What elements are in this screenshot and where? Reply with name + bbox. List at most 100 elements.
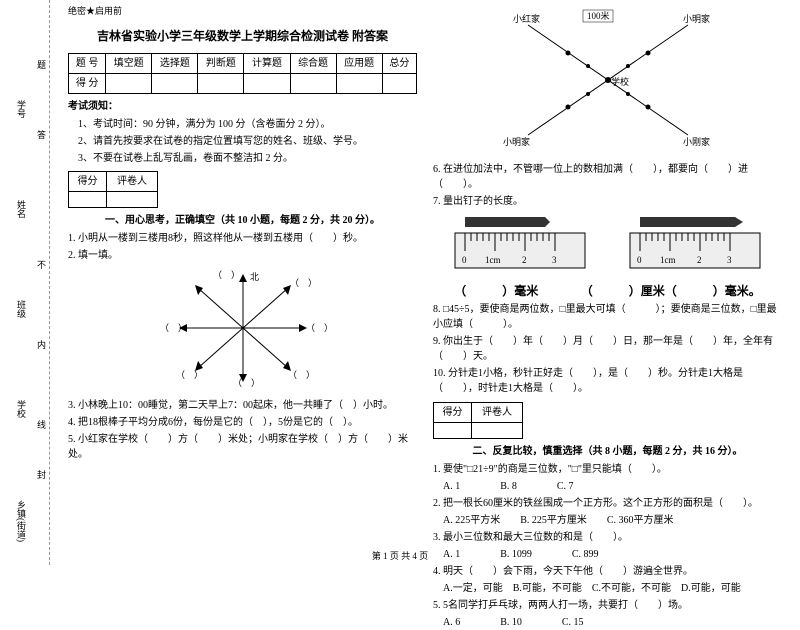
margin-town: 乡镇(街道) (15, 500, 28, 542)
th-choice: 选择题 (152, 53, 198, 73)
margin-school: 学校 (15, 400, 28, 418)
seal-char-3: 内 (35, 340, 48, 349)
s2q1a: A. 1 B. 8 C. 7 (433, 479, 782, 494)
compass-p5: （ ） (176, 370, 203, 380)
compass-n: 北 (250, 272, 259, 282)
q2: 2. 填一填。 (68, 248, 417, 263)
rm3: 3 (552, 255, 557, 265)
cell (382, 73, 416, 93)
cell (244, 73, 290, 93)
compass-p3: （ ） (160, 323, 187, 333)
q10: 10. 分针走1小格，秒针正好走（ ），是（ ）秒。分针走1大格是（ ），时针走… (433, 366, 782, 396)
th-comp: 综合题 (290, 53, 336, 73)
grader-box: 得分评卷人 (68, 171, 158, 208)
q7: 7. 量出钉子的长度。 (433, 194, 782, 209)
q3: 3. 小林晚上10：00睡觉，第二天早上7：00起床，他一共睡了（ ）小时。 (68, 398, 417, 413)
row-score: 得 分 (69, 73, 106, 93)
margin-id: 学号 (15, 100, 28, 118)
score-table: 题 号 填空题 选择题 判断题 计算题 综合题 应用题 总分 得 分 (68, 53, 417, 94)
s2q4a: A.一定，可能 B.可能，不可能 C.不可能，不可能 D.可能，可能 (433, 581, 782, 596)
rm2: 2 (522, 255, 527, 265)
gb-grader: 评卷人 (106, 171, 157, 191)
notice-3: 3、不要在试卷上乱写乱画，卷面不整洁扣 2 分。 (68, 151, 417, 166)
section2-title: 二、反复比较，慎重选择（共 8 小题，每题 2 分，共 16 分）。 (433, 444, 782, 459)
q1: 1. 小明从一楼到三楼用8秒，照这样他从一楼到五楼用（ ）秒。 (68, 231, 417, 246)
cross-diagram: 100米 小红家 小明家 学校 小明家 小刚家 (433, 5, 782, 160)
margin-name: 姓名 (15, 200, 28, 218)
cell (198, 73, 244, 93)
ruler-row: 0 1cm 2 3 0 1cm (433, 213, 782, 278)
rrm1: 1cm (660, 255, 676, 265)
compass-p2: （ ） (290, 278, 317, 288)
grader-box-2: 得分评卷人 (433, 402, 523, 439)
compass-diagram: 北 （ ） （ ） （ ） （ ） （ ） （ ） （ ） (68, 268, 417, 393)
rrm3: 3 (727, 255, 732, 265)
gb2-grader: 评卷人 (471, 403, 522, 423)
compass-p7: （ ） (288, 370, 315, 380)
q5: 5. 小红家在学校（ ）方（ ）米处；小明家在学校（ ）方（ ）米处。 (68, 432, 417, 462)
cell (106, 73, 152, 93)
rrm0: 0 (637, 255, 642, 265)
th-total: 总分 (382, 53, 416, 73)
seal-char-2: 线 (35, 420, 48, 429)
rm0: 0 (462, 255, 467, 265)
th-judge: 判断题 (198, 53, 244, 73)
s2q4: 4. 明天（ ）会下雨，今天下午他（ ）游遍全世界。 (433, 564, 782, 579)
notice-1: 1、考试时间：90 分钟，满分为 100 分（含卷面分 2 分）。 (68, 117, 417, 132)
ruler-left: 0 1cm 2 3 (450, 213, 590, 278)
left-column: 绝密★启用前 吉林省实验小学三年级数学上学期综合检测试卷 附答案 题 号 填空题… (60, 5, 425, 560)
cell (106, 191, 157, 207)
cross-br: 小刚家 (683, 136, 710, 147)
section1-title: 一、用心思考，正确填空（共 10 小题，每题 2 分，共 20 分）。 (68, 213, 417, 228)
rrm2: 2 (697, 255, 702, 265)
cross-top: 100米 (587, 10, 610, 21)
binding-margin: 乡镇(街道) 学校 班级 姓名 学号 封 线 内 不 答 题 (0, 0, 50, 565)
th-fill: 填空题 (106, 53, 152, 73)
th-app: 应用题 (336, 53, 382, 73)
cross-svg: 100米 小红家 小明家 学校 小明家 小刚家 (498, 5, 718, 155)
gb-score: 得分 (69, 171, 107, 191)
rm1: 1cm (485, 255, 501, 265)
seal-char-6: 题 (35, 60, 48, 69)
gb2-score: 得分 (434, 403, 472, 423)
q9: 9. 你出生于（ ）年（ ）月（ ）日，那一年是（ ）年，全年有（ ）天。 (433, 334, 782, 364)
ruler-answers: （ ）毫米 （ ）厘米（ ）毫米。 (433, 282, 782, 300)
cross-tl: 小红家 (513, 13, 540, 24)
margin-class: 班级 (15, 300, 28, 318)
s2q2a: A. 225平方米 B. 225平方厘米 C. 360平方厘米 (433, 513, 782, 528)
compass-svg: 北 （ ） （ ） （ ） （ ） （ ） （ ） （ ） (158, 268, 328, 388)
cell (434, 423, 472, 439)
cross-center: 学校 (611, 76, 629, 87)
cell (152, 73, 198, 93)
s2q2: 2. 把一根长60厘米的铁丝围成一个正方形。这个正方形的面积是（ ）。 (433, 496, 782, 511)
ruler-right: 0 1cm 2 3 (625, 213, 765, 278)
cross-tr: 小明家 (683, 13, 710, 24)
seal-char-1: 封 (35, 470, 48, 479)
secrecy-mark: 绝密★启用前 (68, 5, 417, 19)
cell (336, 73, 382, 93)
cross-bl: 小明家 (503, 136, 530, 147)
ruler-ans-left: （ ）毫米 (454, 282, 538, 300)
q6: 6. 在进位加法中，不管哪一位上的数相加满（ ），都要向（ ）进（ ）。 (433, 162, 782, 192)
exam-title: 吉林省实验小学三年级数学上学期综合检测试卷 附答案 (68, 27, 417, 45)
q4: 4. 把18根棒子平均分成6份，每份是它的（ ），5份是它的（ ）。 (68, 415, 417, 430)
cell (471, 423, 522, 439)
s2q5a: A. 6 B. 10 C. 15 (433, 615, 782, 630)
cell (290, 73, 336, 93)
compass-p6: （ ） (233, 378, 260, 388)
right-column: 100米 小红家 小明家 学校 小明家 小刚家 6. 在进位加法中，不管哪一位上… (425, 5, 790, 560)
q8: 8. □45÷5，要使商是两位数，□里最大可填（ ）；要使商是三位数，□里最小应… (433, 302, 782, 332)
cell (69, 191, 107, 207)
s2q3: 3. 最小三位数和最大三位数的和是（ ）。 (433, 530, 782, 545)
th-calc: 计算题 (244, 53, 290, 73)
s2q5: 5. 5名同学打乒乓球，两两人打一场，共要打（ ）场。 (433, 598, 782, 613)
compass-p1: （ ） (213, 270, 240, 280)
compass-p4: （ ） (306, 323, 328, 333)
th-num: 题 号 (69, 53, 106, 73)
ruler-ans-right: （ ）厘米（ ）毫米。 (581, 282, 761, 300)
seal-char-4: 不 (35, 260, 48, 269)
page-footer: 第 1 页 共 4 页 (0, 549, 800, 562)
notice-2: 2、请首先按要求在试卷的指定位置填写您的姓名、班级、学号。 (68, 134, 417, 149)
content-area: 绝密★启用前 吉林省实验小学三年级数学上学期综合检测试卷 附答案 题 号 填空题… (50, 0, 800, 565)
seal-char-5: 答 (35, 130, 48, 139)
